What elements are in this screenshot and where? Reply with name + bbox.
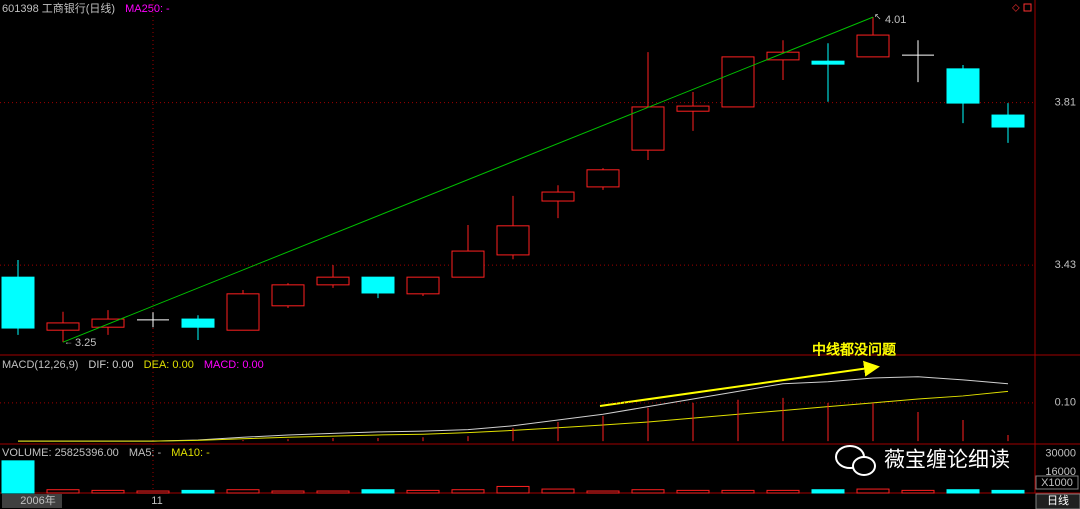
- trend-line: [62, 16, 874, 343]
- candle-body: [586, 169, 620, 188]
- period-box[interactable]: [1035, 493, 1080, 509]
- volume-bar: [406, 489, 440, 494]
- candle-body: [946, 68, 980, 104]
- candle-body: [271, 284, 305, 307]
- volume-bar: [271, 490, 305, 494]
- legend-label: DEA: 0.00: [144, 359, 194, 371]
- period[interactable]: 日线: [1047, 493, 1069, 507]
- candle-body: [541, 191, 575, 202]
- volume-bar: [631, 489, 665, 494]
- volume-bar: [136, 490, 170, 494]
- volume-bar: [316, 490, 350, 494]
- legend-label: MACD: 0.00: [204, 359, 264, 371]
- candle-body: [496, 225, 530, 256]
- candle-body: [181, 318, 215, 328]
- candle-body: [766, 51, 800, 61]
- y-tick-label: 16000: [1045, 466, 1076, 478]
- legend-label: DIF: 0.00: [88, 359, 133, 371]
- marker: ↖: [874, 11, 882, 21]
- volume-bar: [676, 489, 710, 494]
- candle-body: [676, 105, 710, 112]
- volume-bar: [541, 488, 575, 494]
- candle-body: [46, 322, 80, 331]
- annotation: 中线都没问题: [812, 342, 897, 358]
- volume-bar: [766, 489, 800, 494]
- x-tick-label: 11: [151, 495, 162, 507]
- volume-bar: [811, 489, 845, 494]
- unit-box: [1035, 475, 1079, 490]
- date-box: [2, 494, 62, 508]
- volume-bar: [181, 489, 215, 494]
- x-tick-label: 2006年: [20, 493, 55, 507]
- candle-body: [226, 293, 260, 331]
- candle-body: [451, 250, 485, 278]
- volume-bar: [451, 489, 485, 494]
- marker: ←: [64, 337, 73, 347]
- y-tick-label: 3.81: [1055, 97, 1076, 109]
- candle-body: [631, 106, 665, 151]
- panel-title: MACD(12,26,9): [2, 359, 78, 371]
- candle-body: [361, 276, 395, 294]
- candle-body: [721, 56, 755, 108]
- volume-bar: [46, 489, 80, 494]
- volume-bar: [586, 490, 620, 494]
- y-tick-label: 30000: [1045, 448, 1076, 460]
- volume-bar: [901, 489, 935, 494]
- candle-body: [91, 318, 125, 328]
- y-tick-label: 3.43: [1055, 259, 1076, 271]
- volume-bar: [1, 460, 35, 494]
- legend-label: MA5: -: [129, 447, 162, 459]
- volume-bar: [721, 489, 755, 494]
- candle-body: [406, 276, 440, 295]
- candle-body: [856, 34, 890, 58]
- watermark-logo: [835, 445, 876, 476]
- high-label: 4.01: [885, 14, 906, 26]
- volume-bar: [226, 489, 260, 494]
- volume-bar: [361, 489, 395, 494]
- window-icon[interactable]: ◇: [1012, 3, 1020, 14]
- volume-bar: [91, 489, 125, 494]
- candle-body: [1, 276, 35, 329]
- low-label: 3.25: [75, 337, 96, 349]
- volume-bar: [856, 488, 890, 494]
- chart-title: 601398 工商银行(日线): [2, 1, 115, 15]
- volume-bar: [496, 485, 530, 494]
- candle-body: [991, 114, 1025, 128]
- window-icon[interactable]: [1023, 3, 1032, 12]
- panel-title: VOLUME: 25825396.00: [2, 447, 119, 459]
- y-tick-label: 0.10: [1055, 397, 1076, 409]
- volume-bar: [946, 489, 980, 494]
- candle-body: [316, 276, 350, 286]
- candle-body: [811, 60, 845, 65]
- indicator: MA250: -: [125, 3, 170, 15]
- volume-bar: [991, 489, 1025, 494]
- annotation-arrow: [599, 360, 880, 407]
- legend-label: MA10: -: [171, 447, 210, 459]
- watermark: 薇宝缠论细读: [884, 449, 1010, 472]
- unit-label: X1000: [1041, 477, 1073, 489]
